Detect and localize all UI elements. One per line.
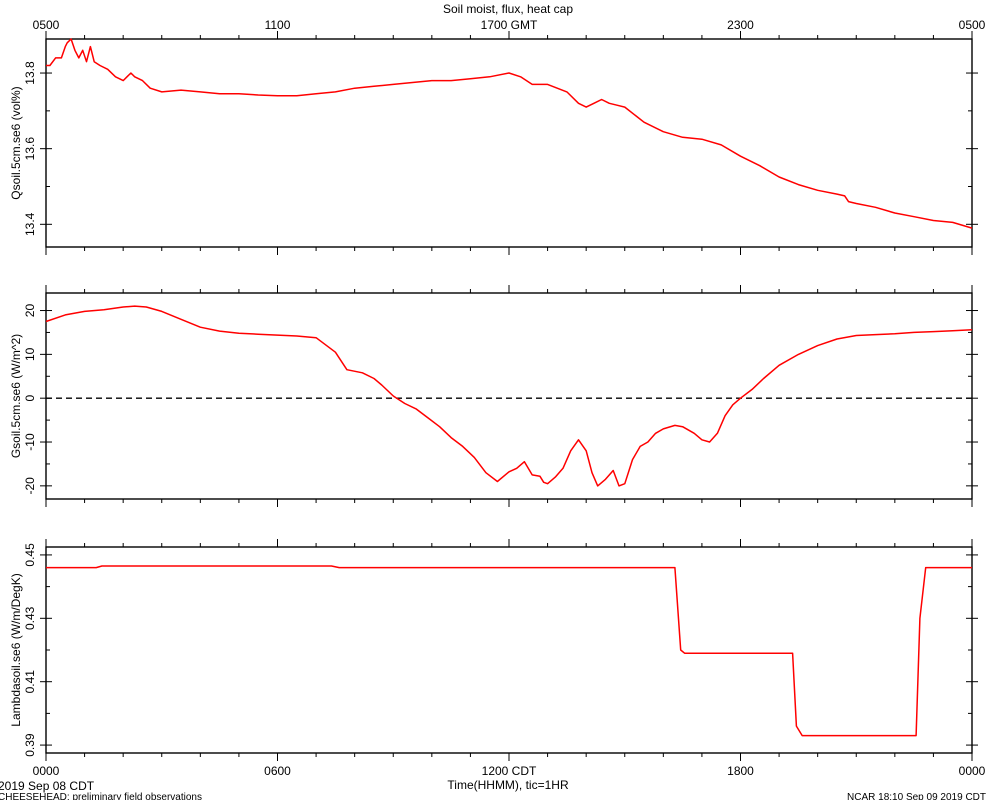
y-tick-label: 0.41: [23, 670, 37, 694]
bottom-tick-label: 1200 CDT: [482, 764, 537, 778]
producer-label: NCAR 18:10 Sep 09 2019 CDT: [847, 792, 986, 800]
panel-frame: [45, 546, 973, 754]
top-tick-label: 1700 GMT: [481, 18, 538, 32]
y-tick-label: 0.45: [23, 543, 37, 567]
panel-2: -20 -10 0 10 20 Gsoil.5cm.se6 (W/m^2): [9, 285, 978, 507]
x-axis-label: Time(HHMM), tic=1HR: [447, 778, 569, 792]
y-tick-label: 10: [23, 347, 37, 361]
panel-frame: [45, 292, 973, 500]
top-tick-label: 0500: [959, 18, 986, 32]
y-tick-label: 13.4: [23, 212, 37, 236]
top-tick-label: 1100: [265, 18, 291, 32]
y-tick-label: 0.43: [23, 606, 37, 630]
series-line: [46, 565, 972, 737]
bottom-tick-label: 0000: [959, 764, 986, 778]
bottom-time-axis: 0000 0600 1200 CDT 1800 0000: [33, 764, 986, 778]
y-axis-label: Lambdasoil.se6 (W/m/DegK): [9, 573, 23, 726]
y-tick-label: 13.8: [23, 61, 37, 85]
top-tick-label: 0500: [33, 18, 60, 32]
project-note: CHEESEHEAD: preliminary field observatio…: [0, 792, 202, 800]
y-axis-label: Qsoil.5cm.se6 (vol%): [9, 86, 23, 199]
start-date-label: 2019 Sep 08 CDT: [0, 779, 95, 793]
y-tick-label: 20: [23, 304, 37, 318]
y-tick-label: -20: [23, 477, 37, 495]
bottom-tick-label: 0000: [33, 764, 60, 778]
y-tick-label: 13.6: [23, 137, 37, 161]
top-time-axis: 0500 1100 1700 GMT 2300 0500: [33, 18, 986, 32]
bottom-tick-label: 1800: [727, 764, 754, 778]
y-tick-label: 0.39: [23, 733, 37, 757]
panel-frame: [45, 38, 973, 248]
bottom-tick-label: 0600: [264, 764, 291, 778]
y-tick-label: -10: [23, 433, 37, 451]
y-axis-label: Gsoil.5cm.se6 (W/m^2): [9, 334, 23, 458]
series-line: [46, 38, 973, 229]
top-tick-label: 2300: [727, 18, 754, 32]
series-line: [45, 305, 973, 487]
chart-title: Soil moist, flux, heat cap: [443, 2, 573, 16]
y-tick-label: 0: [23, 395, 37, 402]
